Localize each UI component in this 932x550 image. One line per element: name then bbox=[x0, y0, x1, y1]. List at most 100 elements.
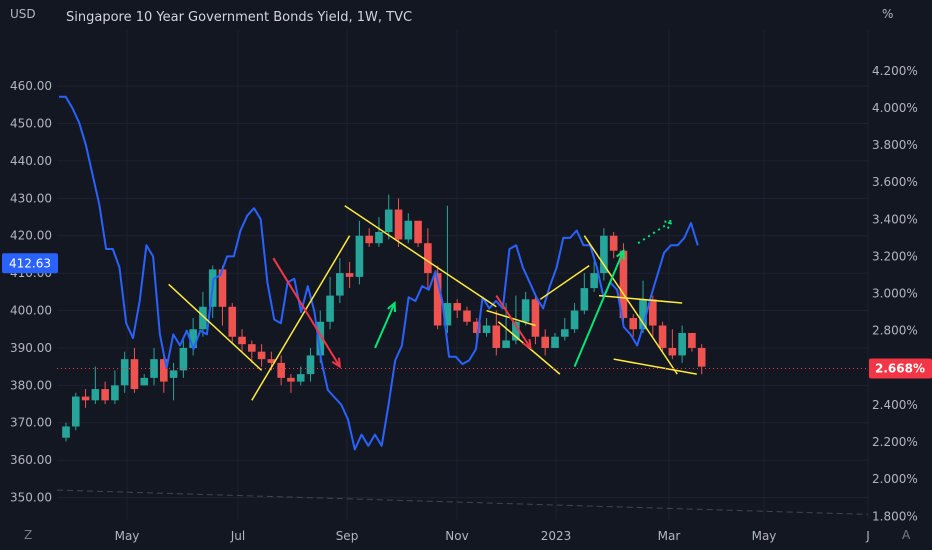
candles bbox=[62, 194, 706, 442]
candle-down bbox=[697, 347, 706, 367]
x-tick-label: 2023 bbox=[541, 529, 572, 543]
yellow-trendline bbox=[613, 358, 697, 375]
candle-up bbox=[179, 347, 188, 371]
candle-up bbox=[140, 377, 149, 386]
candle-down bbox=[619, 250, 628, 319]
candle-up bbox=[551, 336, 559, 348]
candle-up bbox=[296, 374, 305, 382]
candle-up bbox=[590, 273, 598, 289]
candle-down bbox=[688, 332, 696, 348]
candle-up bbox=[316, 321, 325, 356]
right-tick-label: 1.800% bbox=[872, 509, 918, 523]
candle-up bbox=[502, 340, 510, 348]
candle-up bbox=[580, 288, 589, 311]
candle-down bbox=[424, 243, 432, 274]
green-dotted-arrow bbox=[637, 219, 673, 245]
right-tick-label: 3.600% bbox=[872, 175, 918, 189]
candle-down bbox=[257, 351, 266, 360]
candle-up bbox=[336, 273, 344, 296]
candle-up bbox=[62, 426, 70, 438]
candle-down bbox=[248, 344, 256, 352]
left-tick-label: 440.00 bbox=[10, 154, 52, 168]
candle-up bbox=[91, 389, 100, 401]
candle-down bbox=[267, 359, 276, 363]
left-tick-label: 360.00 bbox=[10, 453, 52, 467]
right-axis-unit: % bbox=[882, 7, 893, 21]
yellow-trendline bbox=[539, 265, 590, 300]
yellow-trendline bbox=[598, 294, 683, 304]
candle-down bbox=[414, 220, 422, 244]
candle-down bbox=[463, 310, 471, 322]
left-price-badge bbox=[2, 253, 58, 274]
candle-up bbox=[326, 295, 334, 322]
candle-down bbox=[609, 235, 618, 251]
candle-up bbox=[199, 306, 207, 330]
candle-up bbox=[482, 325, 491, 333]
yield-polyline bbox=[59, 95, 699, 451]
candle-up bbox=[443, 303, 452, 326]
x-tick-label: May bbox=[752, 529, 777, 543]
candle-down bbox=[668, 347, 677, 356]
right-price-badge-text: 2.668% bbox=[875, 362, 925, 376]
yellow-trendline bbox=[344, 205, 497, 308]
candle-down bbox=[394, 209, 403, 240]
candle-down bbox=[629, 318, 638, 330]
left-axis-unit: USD bbox=[10, 7, 36, 21]
right-axis: 4.200% 4.000% 3.800% 3.600% 3.400% 3.200% 3.00… bbox=[872, 64, 918, 523]
right-tick-label: 3.000% bbox=[872, 287, 918, 301]
x-tick-label: Jul bbox=[230, 529, 245, 543]
left-tick-label: 460.00 bbox=[10, 79, 52, 93]
candle-down bbox=[658, 325, 667, 348]
zoom-icon[interactable]: Z bbox=[24, 528, 33, 542]
red-arrow-head bbox=[331, 357, 342, 369]
candle-down bbox=[277, 362, 285, 378]
candle-up bbox=[678, 332, 686, 356]
right-tick-label: 2.000% bbox=[872, 472, 918, 486]
candle-up bbox=[189, 329, 197, 348]
candle-up bbox=[560, 329, 569, 337]
right-tick-label: 3.800% bbox=[872, 138, 918, 152]
candle-down bbox=[649, 299, 657, 326]
candle-down bbox=[130, 359, 139, 390]
candle-up bbox=[570, 310, 579, 330]
red-arrow-head bbox=[522, 338, 532, 350]
x-tick-label: Mar bbox=[658, 529, 681, 543]
trend-dashed-line bbox=[56, 489, 869, 515]
red-arrow bbox=[495, 295, 532, 349]
yield-line bbox=[59, 95, 699, 451]
right-price-badge bbox=[869, 358, 932, 379]
candle-down bbox=[433, 273, 442, 326]
candle-up bbox=[521, 299, 530, 322]
candle-up bbox=[384, 209, 393, 232]
auto-scale-icon[interactable]: A bbox=[902, 528, 911, 542]
candle-down bbox=[453, 303, 461, 311]
left-tick-label: 380.00 bbox=[10, 378, 52, 392]
price-badges: 412.63 2.668% bbox=[2, 253, 932, 379]
candle-up bbox=[71, 396, 80, 427]
candle-down bbox=[365, 235, 373, 244]
candle-down bbox=[228, 306, 237, 337]
yellow-trendline bbox=[251, 235, 351, 401]
x-tick-label: Sep bbox=[336, 529, 359, 543]
green-dotted-arrow-head bbox=[663, 219, 675, 229]
candle-up bbox=[355, 235, 364, 277]
left-tick-label: 350.00 bbox=[10, 491, 52, 505]
candle-down bbox=[287, 377, 295, 382]
left-axis: 460.00450.00440.00430.00420.00410.00400.… bbox=[10, 79, 52, 504]
right-tick-label: 2.400% bbox=[872, 398, 918, 412]
x-tick-label: Nov bbox=[445, 529, 468, 543]
candle-up bbox=[512, 321, 520, 341]
left-tick-label: 420.00 bbox=[10, 229, 52, 243]
left-price-badge-text: 412.63 bbox=[9, 256, 51, 270]
grid bbox=[56, 30, 869, 520]
candle-up bbox=[600, 235, 608, 274]
candle-down bbox=[101, 389, 109, 401]
x-tick-label: J bbox=[865, 529, 870, 543]
candle-down bbox=[160, 359, 168, 382]
right-tick-label: 4.200% bbox=[872, 64, 918, 78]
candle-up bbox=[120, 359, 129, 386]
right-tick-label: 2.800% bbox=[872, 324, 918, 338]
green-arrow-head bbox=[616, 248, 625, 260]
